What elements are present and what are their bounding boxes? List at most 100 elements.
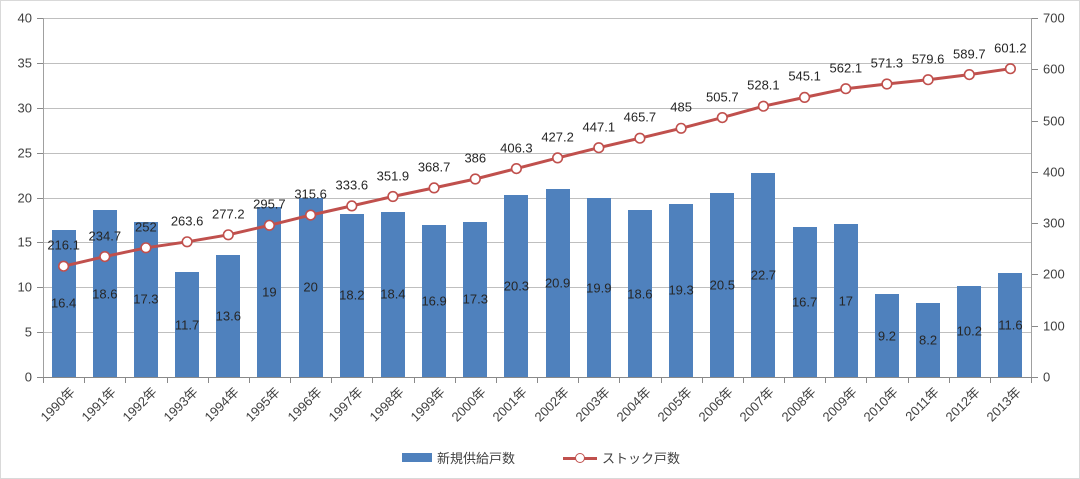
y-axis-right-tick-label: 100 xyxy=(1043,318,1065,334)
y-axis-left-tick xyxy=(37,332,43,334)
legend-item-line-series: ストック戸数 xyxy=(563,448,680,467)
y-axis-right-tick-label: 500 xyxy=(1043,113,1065,129)
line-data-label: 277.2 xyxy=(212,206,245,222)
x-axis-category-label: 2003年 xyxy=(572,384,613,425)
line-data-label: 263.6 xyxy=(170,213,204,229)
line-marker-icon xyxy=(963,68,975,81)
x-axis-tick xyxy=(1031,378,1032,383)
bar-data-label: 22.7 xyxy=(750,267,777,283)
line-data-label: 562.1 xyxy=(829,60,863,76)
legend: 新規供給戸数 ストック戸数 xyxy=(1,448,1079,467)
line-marker-icon xyxy=(428,182,440,194)
x-axis-category-label: 1990年 xyxy=(37,384,78,425)
x-axis-category-label: 1991年 xyxy=(78,384,119,425)
y-axis-right-tick xyxy=(1032,171,1038,173)
x-axis-category-label: 1999年 xyxy=(407,384,449,425)
gridline xyxy=(43,242,1031,244)
x-axis-tick xyxy=(454,378,456,383)
x-axis-tick xyxy=(84,378,86,383)
y-axis-left-tick-label: 15 xyxy=(17,234,32,250)
line-data-label: 485 xyxy=(670,99,692,115)
bar-data-label: 19.9 xyxy=(586,280,612,296)
y-axis-right-tick-label: 0 xyxy=(1043,369,1051,385)
y-axis-left-tick xyxy=(37,287,43,289)
line-data-label: 406.3 xyxy=(500,140,533,156)
line-marker-icon xyxy=(510,163,523,175)
bar-data-label: 20 xyxy=(303,279,318,295)
x-axis-tick xyxy=(989,378,991,383)
bar-data-label: 10.2 xyxy=(956,323,982,339)
legend-label-line-series: ストック戸数 xyxy=(602,451,681,466)
line-data-label: 427.2 xyxy=(541,129,574,145)
line-data-label: 386 xyxy=(464,150,487,166)
line-data-label: 505.7 xyxy=(706,89,739,105)
line-data-label: 579.6 xyxy=(911,51,945,67)
bar-data-label: 20.3 xyxy=(503,278,530,294)
x-axis-category-label: 2012年 xyxy=(942,384,984,425)
line-marker-icon xyxy=(634,132,646,144)
line-marker-icon xyxy=(798,91,811,103)
line-data-label: 601.2 xyxy=(994,40,1027,56)
gridline xyxy=(43,62,1031,64)
y-axis-left-tick-label: 35 xyxy=(17,55,32,71)
x-axis-category-label: 1995年 xyxy=(243,384,284,425)
bar-data-label: 17.3 xyxy=(133,291,159,307)
x-axis-category-label: 2010年 xyxy=(860,384,901,425)
line-marker-icon xyxy=(551,152,564,164)
y-axis-right-line xyxy=(1031,18,1032,377)
x-axis-category-label: 1993年 xyxy=(160,384,202,425)
line-series-swatch xyxy=(563,452,597,463)
gridline xyxy=(43,197,1031,199)
x-axis-tick xyxy=(825,378,827,383)
line-data-label: 295.7 xyxy=(253,196,286,212)
line-data-label: 545.1 xyxy=(788,68,821,84)
y-axis-right-tick-label: 400 xyxy=(1043,164,1065,180)
line-marker-icon xyxy=(757,100,770,112)
bar-data-label: 18.6 xyxy=(92,286,118,301)
bar-data-label: 18.6 xyxy=(627,286,653,301)
y-axis-left-tick-label: 20 xyxy=(17,190,32,205)
bar-data-label: 19.3 xyxy=(668,282,694,298)
y-axis-left-line xyxy=(43,18,44,377)
line-data-label: 589.7 xyxy=(953,46,986,62)
y-axis-right-tick-label: 600 xyxy=(1043,61,1065,77)
bar-data-label: 20.9 xyxy=(544,275,571,291)
x-axis-tick xyxy=(43,378,44,383)
x-axis-tick xyxy=(866,378,868,383)
bar xyxy=(957,285,982,377)
y-axis-right-tick xyxy=(1032,120,1038,122)
bar xyxy=(216,254,241,377)
line-data-label: 315.6 xyxy=(294,186,327,202)
bar-data-label: 19 xyxy=(262,284,277,300)
line-marker-icon xyxy=(1004,63,1017,75)
line-data-label: 216.1 xyxy=(47,237,80,253)
y-axis-left-tick-label: 30 xyxy=(17,100,32,116)
x-axis-category-label: 2006年 xyxy=(695,384,737,425)
y-axis-left-tick xyxy=(37,377,43,378)
bar-data-label: 16.9 xyxy=(421,293,447,309)
line-marker-icon xyxy=(593,142,605,154)
line-data-label: 368.7 xyxy=(417,159,451,175)
x-axis-tick xyxy=(578,378,580,383)
y-axis-left-tick xyxy=(37,18,43,19)
bar-data-label: 11.7 xyxy=(174,317,200,332)
x-axis-tick xyxy=(125,378,127,383)
x-axis-category-label: 1992年 xyxy=(119,384,160,425)
y-axis-left-tick xyxy=(37,107,43,109)
bar-data-label: 17.3 xyxy=(462,291,488,307)
line-series xyxy=(63,67,1011,268)
line-marker-icon xyxy=(469,173,481,185)
bar-data-label: 20.5 xyxy=(709,277,735,293)
x-axis-tick xyxy=(207,378,209,383)
y-axis-left-tick xyxy=(37,62,43,64)
x-axis-category-label: 2007年 xyxy=(737,384,778,425)
y-axis-left-tick-label: 0 xyxy=(24,369,32,385)
line-marker-icon xyxy=(881,78,893,90)
x-axis-category-label: 2000年 xyxy=(448,384,490,425)
line-marker-icon xyxy=(346,200,358,212)
line-swatch-marker-icon xyxy=(575,452,585,463)
x-axis-tick xyxy=(742,378,744,383)
x-axis-category-label: 1998年 xyxy=(366,384,407,425)
bar xyxy=(998,272,1023,377)
